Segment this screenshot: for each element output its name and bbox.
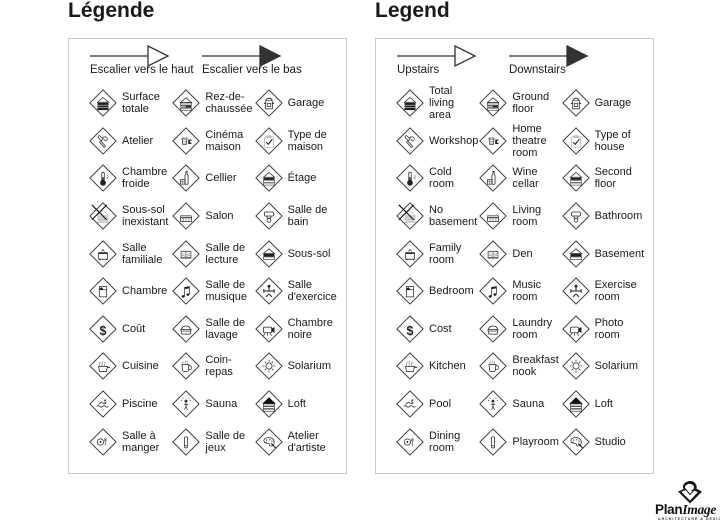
svg-text:$: $ — [407, 324, 414, 338]
svg-text:2: 2 — [106, 175, 109, 180]
svg-text:2: 2 — [413, 175, 416, 180]
svg-text:$: $ — [100, 324, 107, 338]
